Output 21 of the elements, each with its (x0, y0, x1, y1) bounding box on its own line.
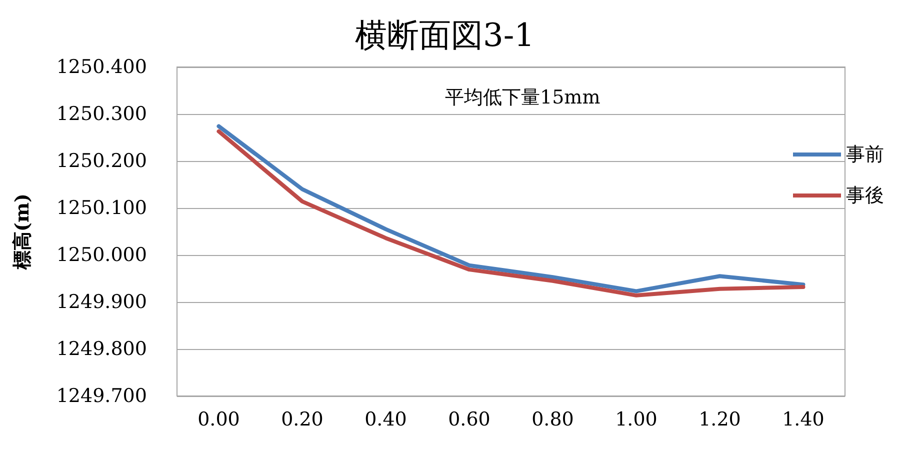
x-tick-label: 1.00 (615, 408, 658, 430)
y-tick-label: 1250.400 (56, 56, 147, 78)
y-tick-label: 1250.300 (56, 103, 147, 125)
y-tick-label: 1250.200 (56, 150, 147, 172)
y-tick-label: 1250.100 (56, 197, 147, 219)
x-tick-label: 1.40 (782, 408, 824, 430)
legend-label: 事前 (846, 144, 884, 166)
x-tick-label: 0.80 (532, 408, 574, 430)
x-tick-label: 0.40 (364, 408, 407, 430)
x-tick-label: 1.20 (698, 408, 741, 430)
y-tick-label: 1250.000 (56, 244, 147, 266)
y-tick-label: 1249.800 (56, 338, 147, 360)
x-tick-label: 0.60 (448, 408, 490, 430)
y-tick-label: 1249.900 (56, 291, 147, 313)
y-axis-title: 標高(m) (12, 193, 34, 271)
x-tick-label: 0.20 (281, 408, 324, 430)
annotation: 平均低下量15mm (445, 86, 600, 108)
x-tick-label: 0.00 (198, 408, 240, 430)
legend-label: 事後 (846, 184, 884, 206)
y-tick-label: 1249.700 (56, 385, 147, 407)
chart-title: 横断面図3-1 (355, 16, 535, 54)
